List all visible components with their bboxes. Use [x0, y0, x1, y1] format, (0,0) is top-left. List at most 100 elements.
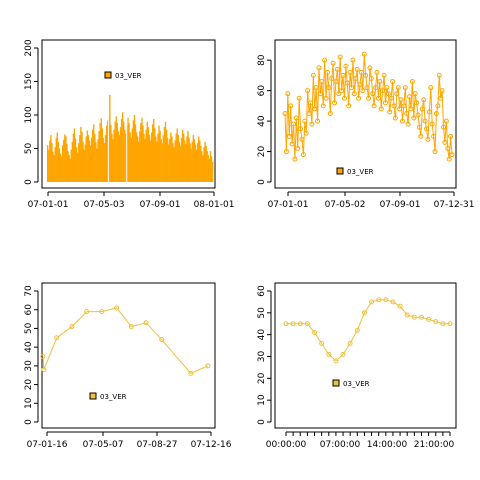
data-bar	[111, 133, 113, 182]
data-bar	[79, 135, 81, 182]
data-point	[333, 358, 339, 364]
data-point	[385, 91, 391, 97]
data-bar	[203, 147, 205, 182]
data-bar	[75, 147, 78, 182]
data-bar	[118, 135, 121, 182]
x-tick-label: 07-05-07	[83, 440, 124, 450]
data-bar	[78, 143, 80, 182]
data-bar	[195, 149, 198, 182]
data-point	[309, 121, 315, 127]
data-bar	[208, 159, 211, 182]
data-point	[378, 106, 384, 112]
x-tick-label: 07-05-03	[84, 200, 125, 210]
y-tick-label: 20	[24, 379, 34, 391]
data-bar	[50, 135, 52, 182]
data-point	[436, 72, 442, 78]
data-point	[411, 115, 417, 121]
data-point	[128, 324, 134, 330]
data-bar	[145, 129, 147, 182]
x-tick-label: 07-01-01	[28, 200, 69, 210]
data-bar	[136, 136, 139, 182]
data-point	[408, 106, 414, 112]
data-bar	[138, 141, 140, 182]
data-bar	[106, 120, 109, 182]
data-bar	[183, 133, 185, 182]
data-bar	[63, 139, 65, 182]
data-bar	[140, 123, 142, 182]
data-point	[283, 149, 289, 155]
data-bar	[58, 148, 61, 182]
data-bar	[100, 118, 102, 182]
data-bar	[129, 132, 131, 182]
data-bar	[170, 132, 172, 182]
y-tick-label: 150	[24, 73, 34, 90]
y-tick-label: 0	[257, 419, 267, 425]
y-tick-label: 0	[257, 179, 267, 185]
data-point	[349, 85, 355, 91]
data-point	[361, 310, 367, 316]
plot-frame	[274, 39, 457, 189]
data-bar	[206, 151, 208, 182]
y-tick-label: 50	[257, 307, 267, 319]
data-bar	[161, 143, 163, 182]
data-point	[390, 299, 396, 305]
data-point	[305, 88, 311, 94]
data-bar	[144, 139, 146, 182]
data-bar	[82, 141, 84, 182]
data-point	[421, 97, 427, 103]
x-tick-label: 07-09-01	[140, 200, 181, 210]
data-bar	[154, 128, 156, 182]
data-bar	[52, 151, 54, 182]
data-point	[313, 85, 319, 91]
data-point	[445, 146, 451, 151]
plot-frame	[41, 39, 216, 189]
data-point	[428, 85, 434, 91]
data-point	[297, 321, 303, 327]
y-tick-label: 0	[24, 419, 34, 425]
data-bar	[205, 145, 207, 182]
data-point	[159, 337, 165, 343]
data-bar	[131, 128, 133, 182]
data-point	[390, 79, 396, 84]
data-bar	[87, 135, 90, 182]
data-point	[398, 97, 404, 103]
data-bar	[76, 152, 79, 182]
data-bar	[97, 139, 99, 182]
series-line	[42, 307, 209, 374]
data-point	[380, 88, 386, 94]
y-tick-label: 30	[257, 351, 267, 363]
data-bar	[72, 133, 75, 182]
data-bar	[181, 129, 184, 182]
data-point	[411, 314, 417, 320]
data-point	[441, 124, 447, 130]
data-bar	[120, 119, 123, 182]
data-bar	[128, 123, 130, 182]
data-bar	[124, 129, 126, 182]
y-tick-label: 40	[257, 115, 267, 127]
data-point	[293, 115, 299, 121]
data-point	[357, 82, 363, 88]
data-bar	[151, 124, 154, 182]
data-point	[381, 72, 387, 78]
data-point	[296, 95, 302, 101]
data-point	[315, 118, 321, 124]
data-point	[341, 95, 347, 101]
data-point	[404, 110, 410, 116]
data-point	[394, 91, 400, 97]
data-bar	[192, 135, 195, 182]
legend-swatch	[104, 71, 112, 79]
data-bar	[105, 125, 108, 182]
data-point	[440, 321, 446, 327]
data-bar	[55, 137, 57, 182]
data-point	[442, 139, 448, 145]
data-point	[401, 103, 407, 109]
data-point	[326, 85, 332, 91]
x-tick-label: 07-01-01	[268, 200, 309, 210]
data-point	[397, 303, 403, 309]
data-bar	[64, 134, 66, 182]
x-tick-label: 07-09-01	[380, 200, 421, 210]
data-point	[322, 57, 328, 63]
data-point	[375, 95, 381, 101]
data-bar	[194, 144, 197, 182]
